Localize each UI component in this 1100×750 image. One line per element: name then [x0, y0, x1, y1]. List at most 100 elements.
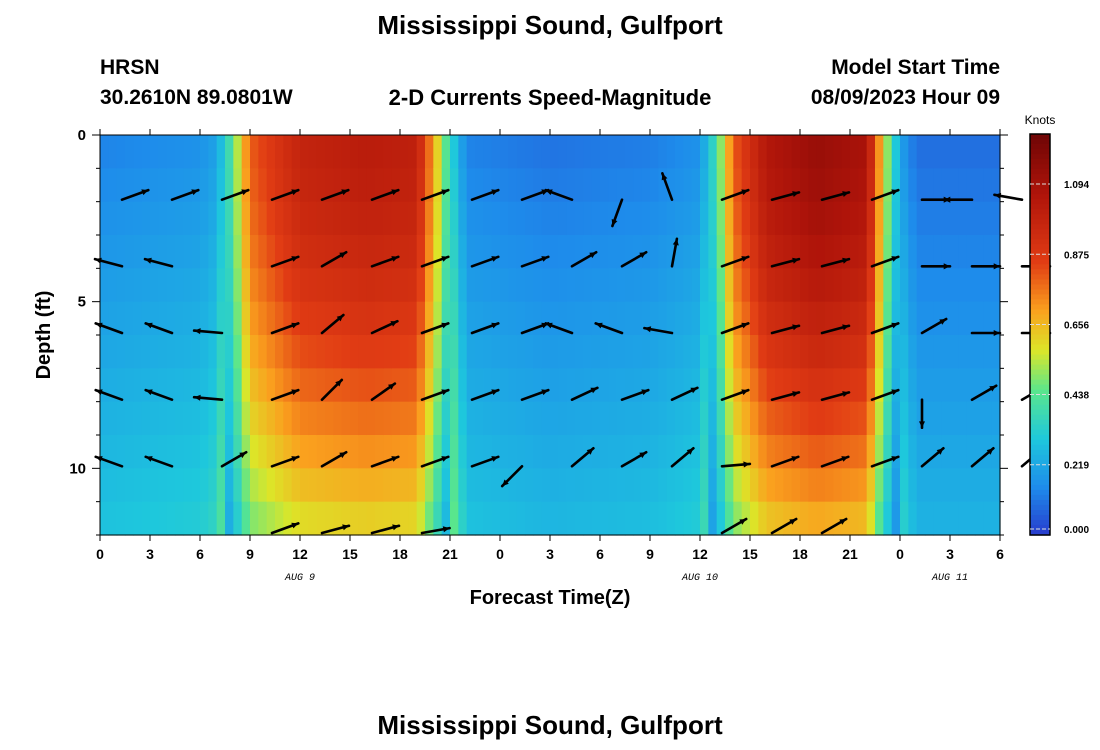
- heatmap-cell: [625, 235, 634, 269]
- heatmap-cell: [141, 468, 151, 503]
- heatmap-cell: [133, 268, 143, 303]
- heatmap-cell: [566, 235, 576, 269]
- heatmap-cell: [858, 135, 868, 169]
- heatmap-cell: [116, 368, 126, 403]
- heatmap-cell: [816, 135, 826, 169]
- current-arrow: [144, 388, 174, 402]
- heatmap-cell: [291, 401, 301, 436]
- heatmap-cell: [150, 468, 159, 503]
- heatmap-cell: [933, 401, 943, 436]
- heatmap-cell: [458, 368, 468, 403]
- heatmap-cell: [666, 368, 676, 403]
- heatmap-cell: [200, 501, 209, 536]
- heatmap-cell: [975, 135, 984, 169]
- heatmap-cell: [625, 168, 634, 203]
- heatmap-cell: [583, 135, 593, 169]
- current-arrow: [370, 319, 399, 335]
- colorbar-segment: [1030, 254, 1050, 260]
- current-arrow: [570, 251, 598, 268]
- heatmap-cell: [533, 268, 543, 303]
- heatmap-cell: [358, 235, 368, 269]
- heatmap-cell: [483, 435, 493, 469]
- heatmap-cell: [233, 368, 243, 403]
- heatmap-cell: [100, 335, 109, 369]
- heatmap-cell: [275, 268, 284, 303]
- heatmap-cell: [241, 401, 251, 436]
- heatmap-cell: [466, 268, 476, 303]
- heatmap-cell: [808, 368, 818, 403]
- current-arrow: [192, 328, 224, 335]
- x-tick-label: 6: [596, 546, 604, 562]
- heatmap-cell: [433, 401, 443, 436]
- heatmap-cell: [975, 401, 984, 436]
- model-block: Model Start Time 08/09/2023 Hour 09: [811, 53, 1000, 113]
- heatmap-cell: [908, 401, 918, 436]
- heatmap-cell: [825, 268, 834, 303]
- heatmap-cell: [441, 135, 451, 169]
- heatmap-cell: [850, 368, 859, 403]
- heatmap-cell: [291, 135, 301, 169]
- heatmap-cell: [591, 301, 601, 336]
- heatmap-cell: [716, 201, 726, 236]
- heatmap-cell: [183, 368, 193, 403]
- current-arrow: [370, 188, 400, 201]
- heatmap-cell: [475, 268, 484, 303]
- heatmap-cell: [650, 301, 659, 336]
- heatmap-cell: [116, 335, 126, 369]
- heatmap-cell: [350, 501, 359, 536]
- heatmap-cell: [408, 468, 418, 503]
- current-arrow: [970, 446, 995, 468]
- heatmap-cell: [675, 201, 684, 236]
- heatmap-cell: [666, 401, 676, 436]
- heatmap-cell: [675, 401, 684, 436]
- heatmap-cell: [466, 201, 476, 236]
- heatmap-cell: [158, 268, 168, 303]
- current-arrow: [820, 324, 851, 335]
- colorbar-segment: [1030, 364, 1050, 371]
- heatmap-cell: [641, 135, 651, 169]
- heatmap-cell: [266, 235, 276, 269]
- heatmap-cell: [900, 135, 909, 169]
- heatmap-cell: [491, 501, 501, 536]
- colorbar-segment: [1030, 264, 1050, 270]
- heatmap-cell: [866, 135, 876, 169]
- heatmap-cell: [791, 268, 801, 303]
- heatmap-cell: [933, 235, 943, 269]
- heatmap-cell: [500, 168, 509, 203]
- heatmap-cell: [833, 368, 843, 403]
- heatmap-cell: [541, 135, 551, 169]
- heatmap-cell: [741, 368, 751, 403]
- heatmap-cell: [825, 501, 834, 536]
- heatmap-cell: [750, 268, 759, 303]
- heatmap-cell: [716, 301, 726, 336]
- heatmap-cell: [808, 468, 818, 503]
- heatmap-cell: [225, 168, 234, 203]
- x-tick-label: 9: [246, 546, 254, 562]
- heatmap-cell: [458, 301, 468, 336]
- heatmap-cell: [741, 401, 751, 436]
- heatmap-cell: [375, 468, 384, 503]
- heatmap-cell: [633, 301, 643, 336]
- heatmap-cell: [891, 501, 901, 536]
- heatmap-cell: [108, 235, 118, 269]
- heatmap-cell: [941, 268, 951, 303]
- heatmap-cell: [316, 301, 326, 336]
- heatmap-cell: [141, 268, 151, 303]
- heatmap-cell: [700, 201, 709, 236]
- colorbar-segment: [1030, 164, 1050, 170]
- colorbar-segment: [1030, 499, 1050, 506]
- heatmap-cell: [666, 135, 676, 169]
- heatmap-cell: [525, 268, 534, 303]
- current-arrow: [220, 188, 250, 201]
- current-arrow: [420, 455, 450, 468]
- heatmap-cell: [775, 401, 784, 436]
- current-arrow: [720, 517, 748, 535]
- heatmap-cell: [425, 501, 434, 536]
- heatmap-cell: [941, 201, 951, 236]
- heatmap-cell: [491, 135, 501, 169]
- heatmap-cell: [450, 168, 459, 203]
- heatmap-cell: [608, 235, 618, 269]
- heatmap-cell: [850, 401, 859, 436]
- heatmap-cell: [575, 501, 584, 536]
- heatmap-cell: [483, 201, 493, 236]
